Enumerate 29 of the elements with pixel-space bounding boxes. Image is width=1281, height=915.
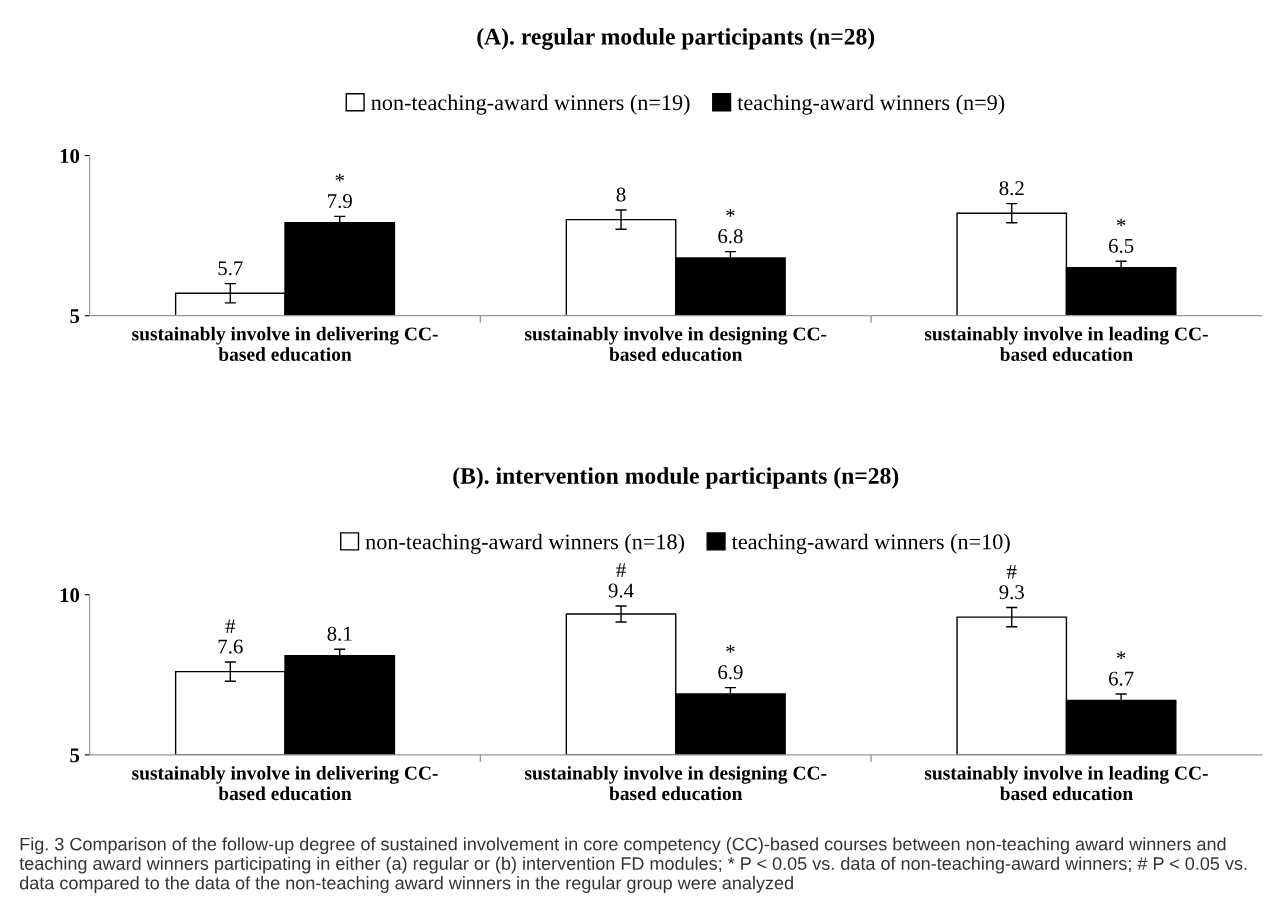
data-label: 8.1 bbox=[327, 626, 352, 641]
data-label: * 6.5 bbox=[1109, 218, 1134, 253]
data-label: 5.7 bbox=[218, 261, 243, 276]
data-label: * 7.9 bbox=[328, 173, 352, 209]
y-tick-label: 5 bbox=[70, 748, 80, 763]
chart-title: (A). regular module participants (n=28) bbox=[477, 28, 875, 50]
x-tick-label: sustainably involve in leading CC-based education bbox=[924, 765, 1208, 801]
data-label: # 9.4 bbox=[608, 563, 634, 598]
x-tick-label: sustainably involve in designing CC-based education bbox=[525, 765, 827, 801]
chart-title: (B). intervention module participants (n=28) bbox=[453, 467, 899, 489]
y-tick-label: 5 bbox=[70, 309, 80, 324]
data-label: * 6.7 bbox=[1109, 651, 1134, 686]
x-tick-label: sustainably involve in designing CC-based education bbox=[525, 326, 827, 361]
data-label: * 6.8 bbox=[718, 209, 743, 244]
data-label: * 6.9 bbox=[718, 645, 743, 680]
x-tick-label: sustainably involve in delivering CC-based education bbox=[132, 765, 438, 801]
x-tick-label: sustainably involve in leading CC-based education bbox=[924, 326, 1208, 361]
legend-label: teaching-award winners (n=9) bbox=[737, 94, 1005, 115]
legend-label: non-teaching-award winners (n=18) bbox=[365, 533, 684, 554]
x-tick-label: sustainably involve in delivering CC-based education bbox=[132, 326, 438, 361]
legend-label: non-teaching-award winners (n=19) bbox=[371, 94, 690, 115]
caption: Fig. 3 Comparison of the follow-up degree of sustained involvement in core competency (CC)-based courses between non-teaching award winners and teaching award winners participating in either (a) regular or (b) intervention FD modules; * P < 0.05 vs. data of non-teaching-award winners; # P < 0.05 vs. data compared to the data of the non-teaching award winners in the regular group were analyzed bbox=[19, 837, 1247, 893]
data-label: 8 bbox=[616, 187, 626, 202]
data-label: # 7.6 bbox=[218, 619, 243, 654]
y-tick-label: 10 bbox=[60, 148, 80, 163]
data-label: 8.2 bbox=[999, 181, 1024, 196]
data-label: # 9.3 bbox=[999, 564, 1024, 600]
y-tick-label: 10 bbox=[60, 588, 80, 603]
legend-label: teaching-award winners (n=10) bbox=[731, 533, 1010, 554]
